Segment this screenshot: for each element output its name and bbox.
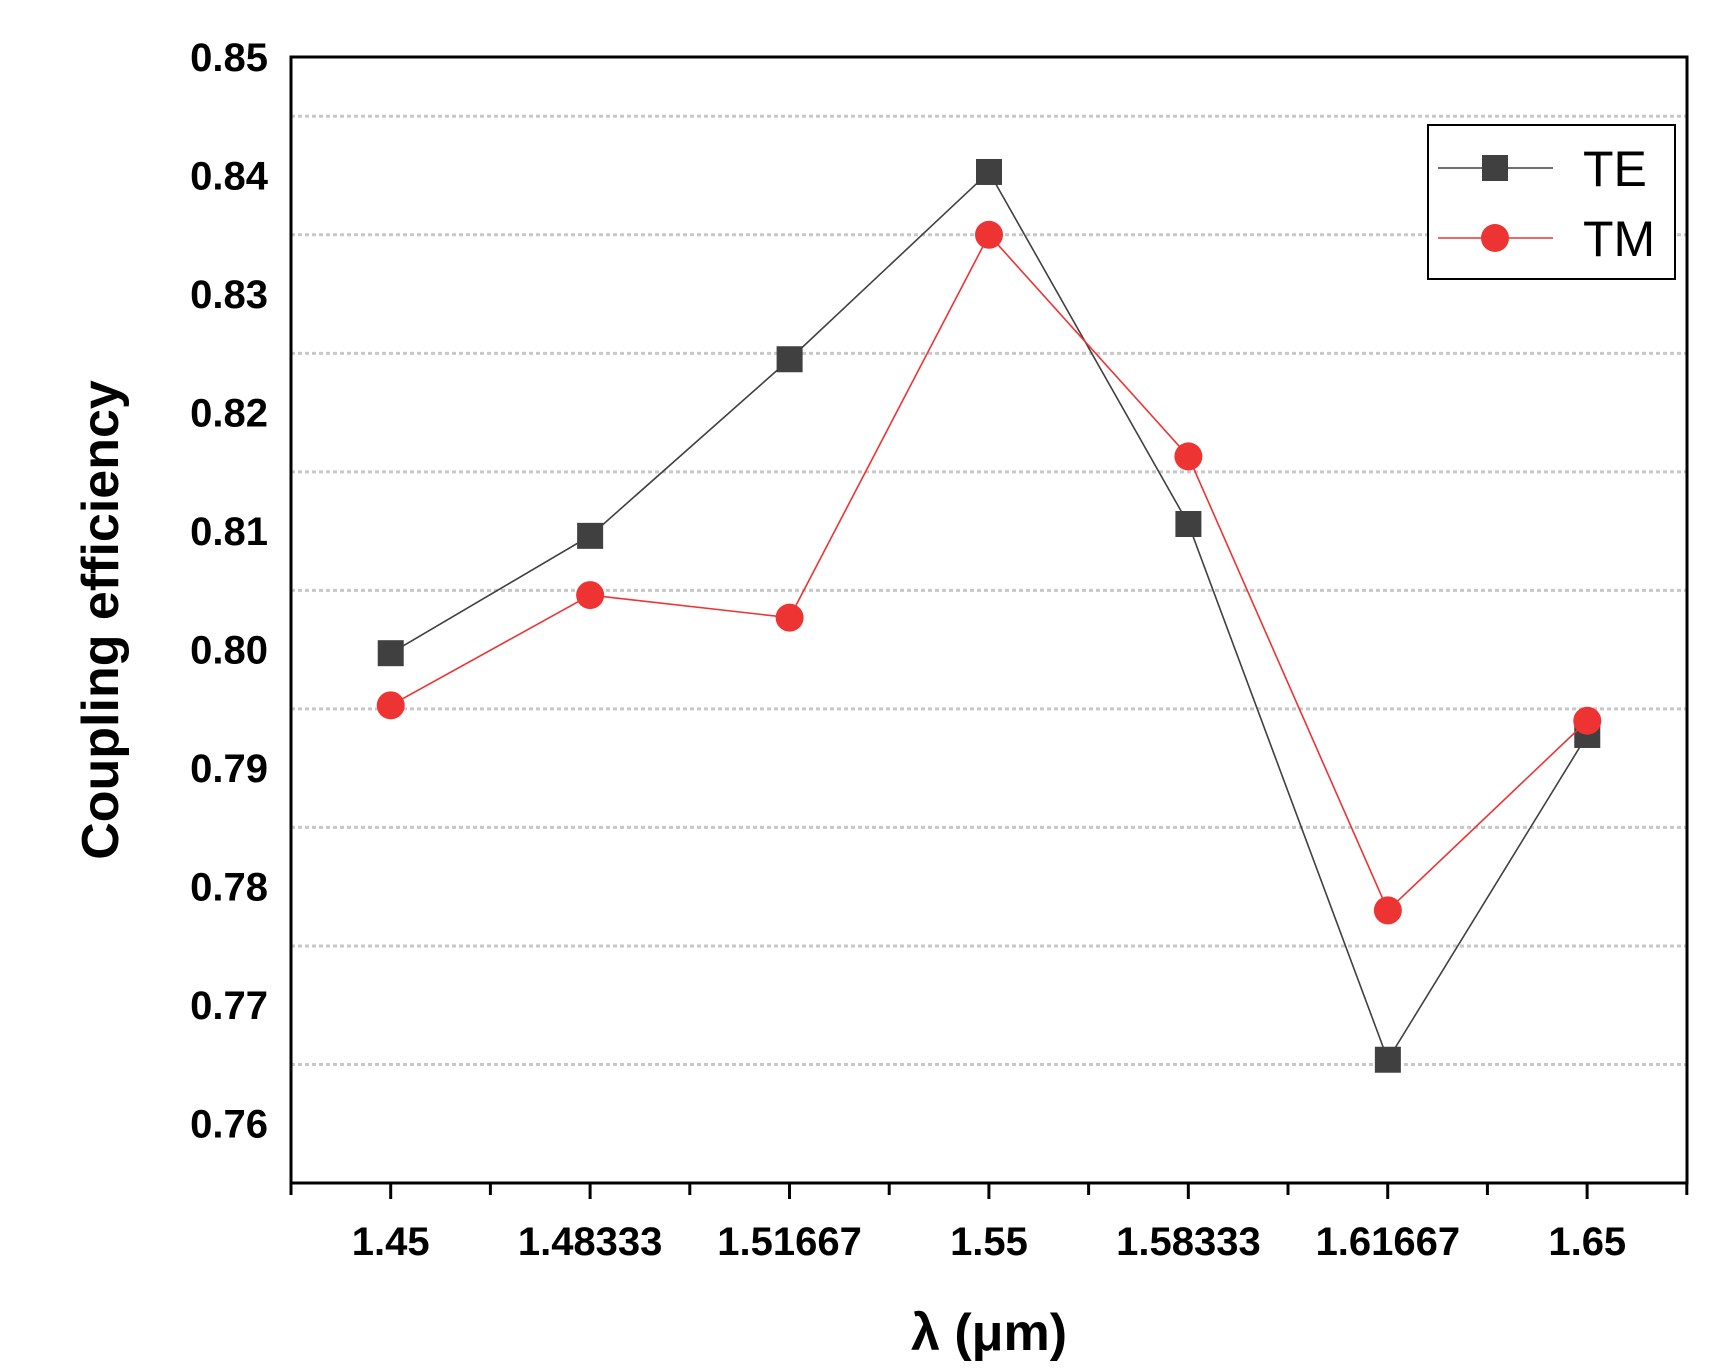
series-line-te <box>390 170 1588 1062</box>
y-tick-label: 0.82 <box>190 392 268 436</box>
data-point-te <box>976 158 1002 185</box>
data-point-tm <box>576 581 605 610</box>
x-tick-label: 1.51667 <box>717 1220 862 1264</box>
y-tick-label: 0.81 <box>190 510 268 554</box>
y-tick-label: 0.77 <box>190 984 268 1028</box>
y-tick-label: 0.80 <box>190 629 268 673</box>
x-tick-label: 1.61667 <box>1316 1220 1461 1264</box>
legend-item-te: TE <box>1438 141 1647 197</box>
legend-marker <box>1482 155 1508 181</box>
y-tick-label: 0.84 <box>190 155 269 199</box>
data-point-te <box>1374 1046 1401 1073</box>
data-point-te <box>577 522 604 549</box>
series-line-tm <box>390 233 1588 912</box>
y-tick-label: 0.76 <box>190 1103 268 1147</box>
data-point-tm <box>1174 442 1203 471</box>
data-point-tm <box>1373 896 1402 925</box>
legend-box <box>1427 124 1676 280</box>
data-point-te <box>776 346 803 373</box>
y-tick-label: 0.85 <box>190 36 268 80</box>
y-tick-label: 0.78 <box>190 866 268 910</box>
y-axis-title: Coupling efficiency <box>72 380 130 860</box>
x-tick-label: 1.48333 <box>518 1220 663 1264</box>
legend-item-tm: TM <box>1438 211 1655 267</box>
y-tick-label: 0.83 <box>190 273 268 317</box>
data-point-tm <box>1573 706 1602 735</box>
data-point-tm <box>775 603 804 632</box>
x-tick-label: 1.65 <box>1548 1220 1626 1264</box>
series-layer <box>376 158 1602 1073</box>
y-axis: 0.76 0.77 0.78 0.79 0.80 0.81 0.82 0.83 0.84 0.85 <box>190 36 269 1147</box>
legend: TE TM <box>1427 124 1676 280</box>
data-point-te <box>377 640 404 667</box>
legend-label: TE <box>1583 141 1647 197</box>
x-tick-label: 1.45 <box>352 1220 430 1264</box>
data-point-tm <box>376 691 405 720</box>
y-tick-label: 0.79 <box>190 747 268 791</box>
x-axis-title: λ (μm) <box>911 1304 1067 1362</box>
data-point-te <box>1175 510 1202 537</box>
data-point-tm <box>975 220 1003 249</box>
x-tick-label: 1.55 <box>950 1220 1028 1264</box>
series-te <box>377 158 1601 1073</box>
x-tick-label: 1.58333 <box>1116 1220 1261 1264</box>
legend-marker <box>1481 224 1509 252</box>
legend-label: TM <box>1583 211 1655 267</box>
x-axis: 1.45 1.48333 1.51667 1.55 1.58333 1.61667 1.65 <box>289 1183 1689 1264</box>
series-tm <box>376 220 1602 925</box>
